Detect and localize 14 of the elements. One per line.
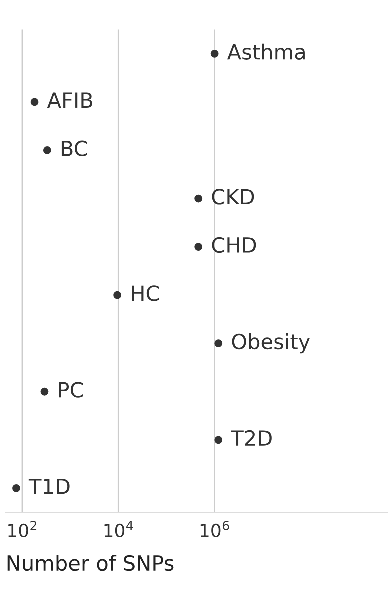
- x-axis-title: Number of SNPs: [8, 555, 174, 572]
- y-tick-label: CHD: [212, 237, 256, 254]
- x-tick-label: 10$^{2}$: [8, 520, 37, 538]
- x-tick-label: 10$^{6}$: [200, 520, 230, 538]
- y-tick-label: Obesity: [232, 334, 310, 354]
- y-tick-label: T1D: [28, 478, 70, 494]
- y-tick-label: HC: [132, 286, 160, 302]
- y-tick-label: T2D: [231, 430, 272, 446]
- y-tick-label: AFIB: [47, 92, 92, 108]
- y-tick-label: PC: [59, 382, 84, 398]
- y-tick-label: CKD: [212, 189, 254, 205]
- y-tick-label: BC: [62, 140, 88, 157]
- y-tick-label: Asthma: [227, 44, 305, 60]
- x-tick-label: 10$^{4}$: [104, 521, 134, 538]
